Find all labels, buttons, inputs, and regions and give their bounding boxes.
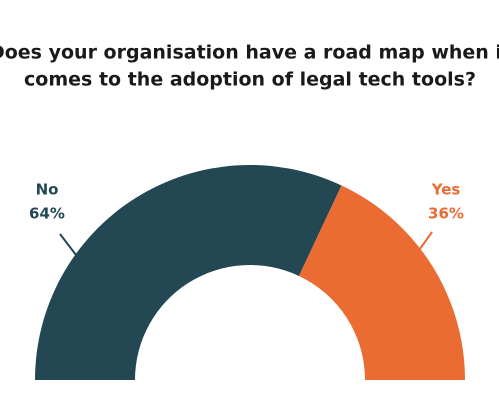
donut-segment	[298, 185, 465, 380]
donut-segment	[35, 165, 342, 380]
segment-label: Yes	[431, 181, 461, 199]
leader-line	[59, 233, 77, 256]
segment-value-label: 64%	[29, 205, 65, 223]
segment-label: No	[36, 181, 59, 199]
leader-line	[416, 231, 433, 254]
chart-title: comes to the adoption of legal tech tool…	[24, 69, 476, 91]
chart-title: Does your organisation have a road map w…	[0, 42, 499, 64]
segment-value-label: 36%	[428, 205, 464, 223]
